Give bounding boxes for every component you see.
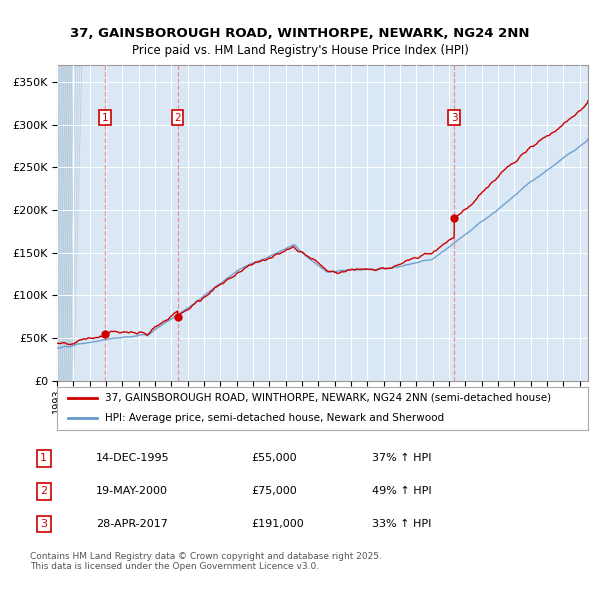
- Text: 14-DEC-1995: 14-DEC-1995: [96, 454, 170, 463]
- Text: £75,000: £75,000: [251, 486, 296, 496]
- Text: 28-APR-2017: 28-APR-2017: [96, 519, 168, 529]
- Text: £55,000: £55,000: [251, 454, 296, 463]
- Text: 37, GAINSBOROUGH ROAD, WINTHORPE, NEWARK, NG24 2NN: 37, GAINSBOROUGH ROAD, WINTHORPE, NEWARK…: [70, 27, 530, 40]
- Text: 19-MAY-2000: 19-MAY-2000: [96, 486, 168, 496]
- Text: Contains HM Land Registry data © Crown copyright and database right 2025.
This d: Contains HM Land Registry data © Crown c…: [30, 552, 382, 571]
- Text: £191,000: £191,000: [251, 519, 304, 529]
- Text: 3: 3: [40, 519, 47, 529]
- Text: 2: 2: [174, 113, 181, 123]
- Bar: [57, 65, 71, 381]
- Text: 2: 2: [40, 486, 47, 496]
- Text: 37, GAINSBOROUGH ROAD, WINTHORPE, NEWARK, NG24 2NN (semi-detached house): 37, GAINSBOROUGH ROAD, WINTHORPE, NEWARK…: [105, 393, 551, 402]
- Text: 49% ↑ HPI: 49% ↑ HPI: [372, 486, 432, 496]
- Text: 1: 1: [40, 454, 47, 463]
- Text: 37% ↑ HPI: 37% ↑ HPI: [372, 454, 432, 463]
- Text: 3: 3: [451, 113, 458, 123]
- Text: 1: 1: [102, 113, 109, 123]
- Text: Price paid vs. HM Land Registry's House Price Index (HPI): Price paid vs. HM Land Registry's House …: [131, 44, 469, 57]
- Text: HPI: Average price, semi-detached house, Newark and Sherwood: HPI: Average price, semi-detached house,…: [105, 412, 444, 422]
- Text: 33% ↑ HPI: 33% ↑ HPI: [372, 519, 431, 529]
